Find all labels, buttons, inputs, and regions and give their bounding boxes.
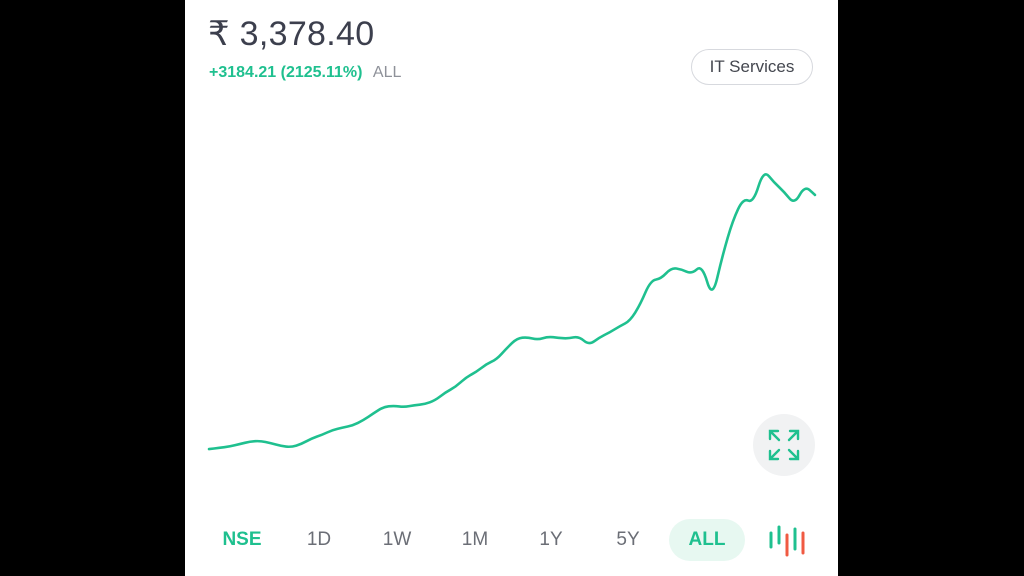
price-change: +3184.21 (2125.11%) <box>209 64 363 81</box>
range-selector: NSE 1D 1W 1M 1Y 5Y ALL <box>209 519 815 563</box>
exchange-toggle[interactable]: NSE <box>222 529 262 550</box>
range-option-all[interactable]: ALL <box>669 519 745 561</box>
current-price: ₹ 3,378.40 <box>208 15 375 53</box>
change-period: ALL <box>372 64 402 81</box>
range-option-1d[interactable]: 1D <box>306 529 332 550</box>
price-chart[interactable] <box>185 0 838 520</box>
stock-detail-screen: ₹ 3,378.40 +3184.21 (2125.11%) ALL IT Se… <box>185 0 838 576</box>
range-option-1y[interactable]: 1Y <box>539 529 563 550</box>
candlestick-icon[interactable] <box>767 521 807 559</box>
price-series-line <box>207 173 817 451</box>
range-option-5y[interactable]: 5Y <box>616 529 640 550</box>
range-option-1m[interactable]: 1M <box>461 529 489 550</box>
price-change-row: +3184.21 (2125.11%) ALL <box>209 64 401 82</box>
sector-tag-button[interactable]: IT Services <box>691 49 813 85</box>
expand-arrows-icon <box>768 429 800 461</box>
expand-chart-button[interactable] <box>753 414 815 476</box>
range-option-1w[interactable]: 1W <box>382 529 412 550</box>
